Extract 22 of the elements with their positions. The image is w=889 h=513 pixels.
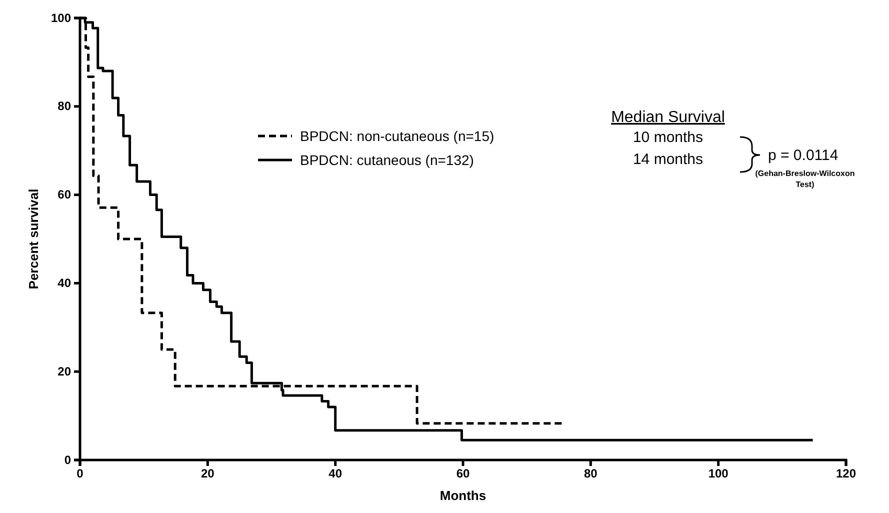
y-tick-label: 0 [64, 452, 72, 467]
x-tick-label: 0 [76, 466, 84, 481]
y-tick-label: 20 [58, 364, 72, 378]
annotation: 10 months [632, 129, 704, 146]
x-tick-label: 100 [708, 466, 729, 481]
annotation: 14 months [632, 151, 704, 168]
x-tick-label: 120 [836, 466, 856, 481]
y-tick-label: 40 [58, 276, 72, 290]
x-tick-label: 80 [584, 466, 598, 481]
y-tick-label: 80 [58, 99, 72, 114]
annotation: p = 0.0114 [768, 147, 838, 164]
x-tick-label: 40 [328, 466, 342, 481]
y-tick-label: 60 [58, 188, 72, 202]
x-axis-title: Months [440, 488, 486, 503]
x-tick-label: 60 [456, 466, 470, 481]
legend-label: BPDCN: non-cutaneous (n=15) [300, 128, 494, 144]
y-tick-label: 100 [50, 10, 72, 25]
annotation: (Gehan-Breslow-Wilcoxon Test) [755, 169, 855, 189]
annotation: Median Survival [611, 109, 725, 126]
legend-label: BPDCN: cutaneous (n=132) [300, 152, 474, 168]
x-tick-label: 20 [200, 466, 215, 481]
y-axis-title: Percent survival [26, 188, 41, 290]
